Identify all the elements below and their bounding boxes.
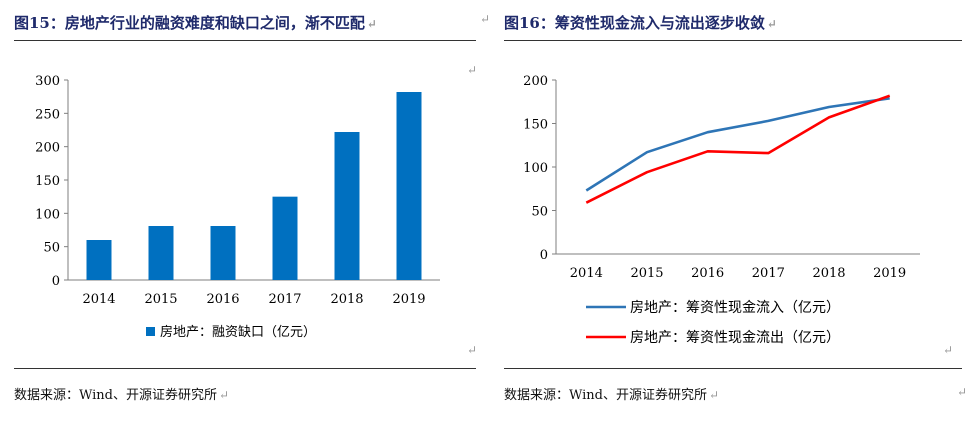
- y-tick-label: 200: [523, 74, 548, 89]
- x-tick-label: 2017: [752, 266, 785, 281]
- return-mark: ↵: [943, 343, 953, 357]
- return-mark: ↵: [467, 63, 477, 77]
- left-bar-chart: 0 50 100 150 200 250 300 2014 2015 2016 2017 2018 20…: [35, 63, 477, 357]
- return-mark: ↵: [709, 388, 720, 402]
- left-figure-title: 图15：房地产行业的融资难度和缺口之间，渐不匹配 ↵: [14, 12, 377, 33]
- legend-label: 房地产：筹资性现金流出（亿元）: [630, 329, 840, 346]
- y-tick-label: 150: [523, 118, 548, 133]
- x-tick-label: 2018: [812, 266, 845, 281]
- x-tick-label: 2015: [144, 292, 177, 307]
- y-tick-label: 300: [35, 74, 60, 89]
- left-top-rule: [14, 40, 476, 41]
- x-tick-label: 2014: [570, 266, 603, 281]
- x-tick-label: 2014: [82, 292, 115, 307]
- left-figure-panel: 图15：房地产行业的融资难度和缺口之间，渐不匹配 ↵ 0 50 100 150 200 25…: [0, 0, 478, 424]
- right-title-text: 图16：筹资性现金流入与流出逐步收敛: [504, 14, 765, 32]
- right-figure-title: 图16：筹资性现金流入与流出逐步收敛 ↵: [504, 12, 777, 33]
- x-tick-label: 2016: [206, 292, 239, 307]
- x-tick-label: 2018: [330, 292, 363, 307]
- legend-swatch: [146, 327, 155, 336]
- x-tick-label: 2019: [873, 266, 906, 281]
- series-line: [585, 94, 891, 204]
- return-mark: ↵: [467, 343, 477, 357]
- right-top-rule: [504, 40, 962, 41]
- return-mark: ↵: [480, 12, 491, 26]
- y-tick-label: 100: [35, 207, 60, 222]
- y-tick-label: 200: [35, 141, 60, 156]
- right-source-text: 数据来源：Wind、开源证券研究所: [504, 388, 707, 403]
- x-tick-label: 2017: [268, 292, 301, 307]
- return-mark: ↵: [766, 17, 777, 31]
- bar: [148, 226, 174, 280]
- right-bottom-rule: [504, 368, 962, 369]
- left-title-text: 图15：房地产行业的融资难度和缺口之间，渐不匹配: [14, 14, 365, 32]
- left-source-note: 数据来源：Wind、开源证券研究所 ↵: [14, 384, 229, 403]
- right-figure-panel: 图16：筹资性现金流入与流出逐步收敛 ↵ 0 50 100 150 200 2014 2015…: [490, 0, 967, 424]
- y-tick-label: 100: [523, 161, 548, 176]
- right-source-note: 数据来源：Wind、开源证券研究所 ↵: [504, 384, 719, 403]
- return-mark: ↵: [366, 17, 377, 31]
- return-mark: ↵: [219, 388, 230, 402]
- y-tick-label: 250: [35, 107, 60, 122]
- y-tick-label: 50: [531, 205, 548, 220]
- x-tick-label: 2015: [630, 266, 663, 281]
- y-tick-label: 50: [43, 241, 60, 256]
- legend-label: 房地产：筹资性现金流入（亿元）: [630, 299, 840, 316]
- return-mark: ↵: [957, 385, 967, 399]
- bar: [396, 92, 422, 280]
- x-tick-label: 2019: [392, 292, 425, 307]
- left-source-text: 数据来源：Wind、开源证券研究所: [14, 388, 217, 403]
- left-bottom-rule: [14, 368, 476, 369]
- y-tick-label: 0: [540, 248, 548, 263]
- bar: [272, 196, 298, 280]
- bar: [210, 226, 236, 280]
- series-line: [585, 97, 890, 192]
- right-line-chart: 0 50 100 150 200 2014 2015 2016 2017 2018 2019 房地产：…: [523, 74, 953, 357]
- x-tick-label: 2016: [691, 266, 724, 281]
- legend-label: 房地产：融资缺口（亿元）: [160, 324, 316, 340]
- y-tick-label: 0: [52, 274, 60, 289]
- bar: [86, 240, 112, 280]
- bar: [334, 132, 360, 280]
- y-tick-label: 150: [35, 174, 60, 189]
